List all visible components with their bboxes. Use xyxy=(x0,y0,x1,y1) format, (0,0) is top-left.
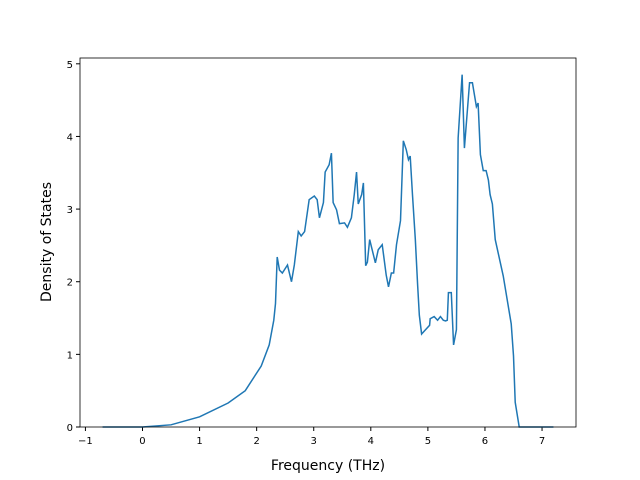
y-tick-label: 2 xyxy=(67,278,73,289)
y-tick-label: 1 xyxy=(67,350,73,361)
y-axis-label: Density of States xyxy=(39,182,55,302)
y-tick-label: 0 xyxy=(67,423,73,434)
x-axis-label: Frequency (THz) xyxy=(271,458,385,474)
x-tick-label: 2 xyxy=(253,436,259,447)
x-tick-label: 6 xyxy=(482,436,488,447)
x-tick-label: −1 xyxy=(78,436,93,447)
x-tick-label: 4 xyxy=(368,436,374,447)
plot-frame xyxy=(79,57,577,428)
data-line xyxy=(102,74,554,428)
x-tick-label: 3 xyxy=(311,436,317,447)
y-tick-label: 5 xyxy=(67,60,73,71)
x-tick-label: 1 xyxy=(196,436,202,447)
x-tick-label: 5 xyxy=(425,436,431,447)
x-tick-label: 7 xyxy=(539,436,545,447)
y-tick-label: 4 xyxy=(67,132,73,143)
x-tick-label: 0 xyxy=(139,436,145,447)
y-tick-label: 3 xyxy=(67,205,73,216)
